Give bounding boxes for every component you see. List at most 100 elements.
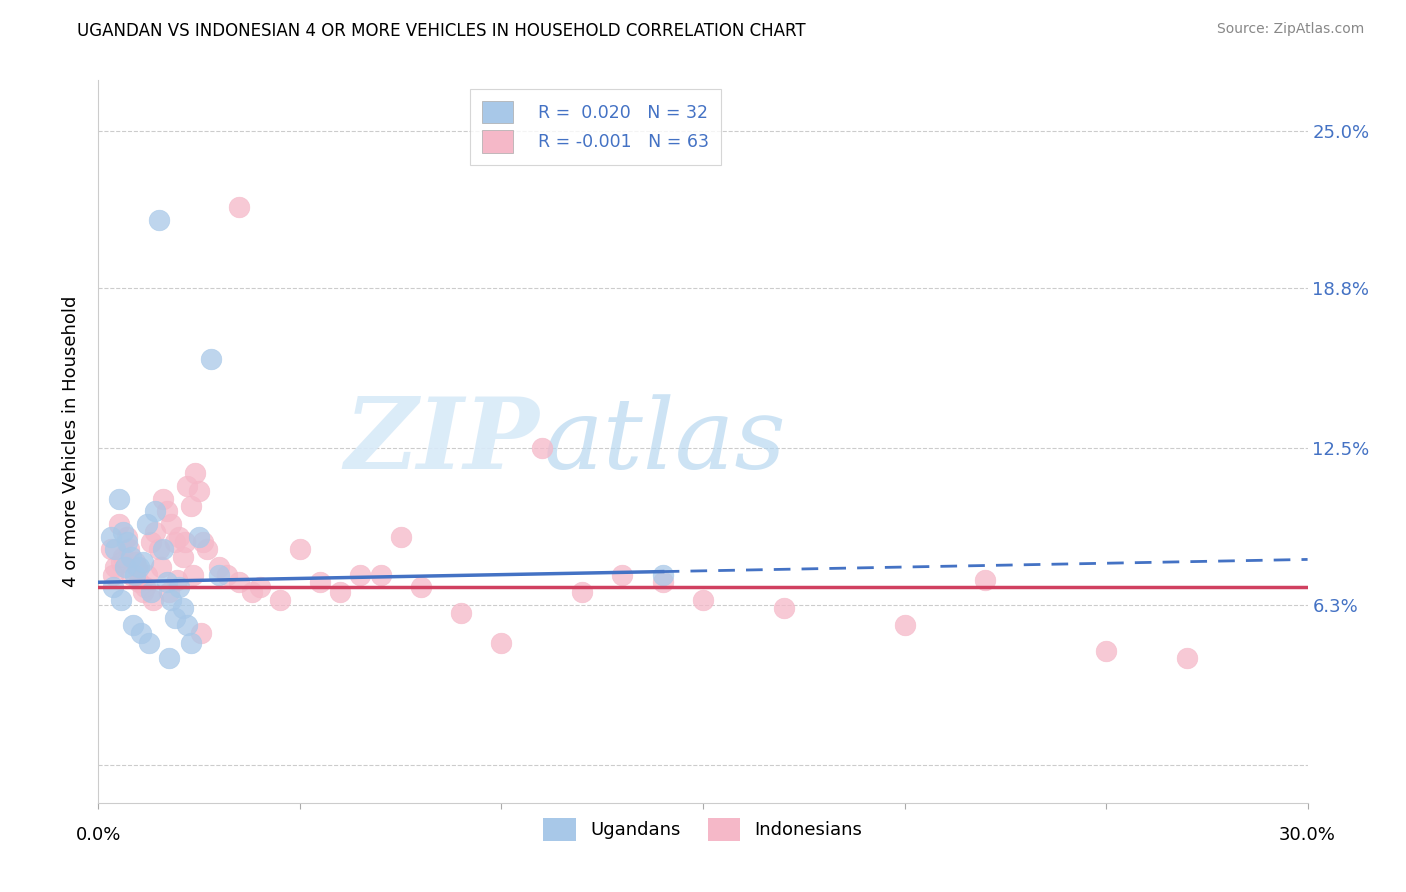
Point xyxy=(491,636,513,650)
Point xyxy=(163,534,186,549)
Point xyxy=(176,479,198,493)
Point xyxy=(139,534,162,549)
Point xyxy=(167,530,190,544)
Point xyxy=(692,593,714,607)
Point xyxy=(180,499,202,513)
Point xyxy=(118,542,141,557)
Point xyxy=(240,585,263,599)
Point xyxy=(107,491,129,506)
Text: 0.0%: 0.0% xyxy=(76,826,121,844)
Text: ZIP: ZIP xyxy=(344,393,540,490)
Point xyxy=(651,575,673,590)
Point xyxy=(166,573,188,587)
Point xyxy=(132,555,155,569)
Point xyxy=(450,606,472,620)
Point xyxy=(103,560,125,574)
Point xyxy=(269,593,291,607)
Point xyxy=(190,626,212,640)
Point xyxy=(124,567,146,582)
Y-axis label: 4 or more Vehicles in Household: 4 or more Vehicles in Household xyxy=(62,296,80,587)
Point xyxy=(148,212,170,227)
Point xyxy=(135,567,157,582)
Point xyxy=(152,542,174,557)
Point xyxy=(200,352,222,367)
Point xyxy=(184,467,207,481)
Point xyxy=(148,542,170,557)
Point xyxy=(217,567,239,582)
Point xyxy=(101,567,124,582)
Point xyxy=(160,516,183,531)
Point xyxy=(111,524,134,539)
Point xyxy=(149,560,172,574)
Point xyxy=(132,585,155,599)
Point xyxy=(134,580,156,594)
Point xyxy=(1175,651,1198,665)
Point xyxy=(329,585,352,599)
Point xyxy=(115,534,138,549)
Point xyxy=(370,567,392,582)
Point xyxy=(100,542,122,557)
Legend: Ugandans, Indonesians: Ugandans, Indonesians xyxy=(536,810,870,848)
Point xyxy=(228,575,250,590)
Point xyxy=(208,560,231,574)
Point xyxy=(110,593,132,607)
Point xyxy=(181,567,204,582)
Point xyxy=(128,575,150,590)
Point xyxy=(143,504,166,518)
Point xyxy=(188,483,211,498)
Point xyxy=(208,567,231,582)
Point xyxy=(195,542,218,557)
Point xyxy=(115,530,138,544)
Point xyxy=(120,567,142,582)
Point xyxy=(893,618,915,632)
Point xyxy=(172,600,194,615)
Point xyxy=(143,524,166,539)
Point xyxy=(530,441,553,455)
Point xyxy=(103,542,125,557)
Point xyxy=(228,200,250,214)
Point xyxy=(129,626,152,640)
Point xyxy=(110,555,132,569)
Point xyxy=(114,560,136,574)
Point xyxy=(174,534,197,549)
Point xyxy=(249,580,271,594)
Point xyxy=(157,585,180,599)
Point xyxy=(163,611,186,625)
Text: Source: ZipAtlas.com: Source: ZipAtlas.com xyxy=(1216,22,1364,37)
Point xyxy=(349,567,371,582)
Point xyxy=(176,618,198,632)
Point xyxy=(125,560,148,574)
Point xyxy=(160,593,183,607)
Point xyxy=(188,530,211,544)
Point xyxy=(180,636,202,650)
Point xyxy=(120,549,142,564)
Point xyxy=(309,575,332,590)
Point xyxy=(121,618,143,632)
Text: 30.0%: 30.0% xyxy=(1279,826,1336,844)
Point xyxy=(193,534,215,549)
Point xyxy=(156,575,179,590)
Point xyxy=(135,516,157,531)
Point xyxy=(571,585,593,599)
Point xyxy=(124,555,146,569)
Point xyxy=(138,636,160,650)
Point xyxy=(612,567,634,582)
Point xyxy=(974,573,997,587)
Point xyxy=(651,567,673,582)
Point xyxy=(772,600,794,615)
Point xyxy=(288,542,311,557)
Point xyxy=(409,580,432,594)
Point xyxy=(100,530,122,544)
Point xyxy=(152,491,174,506)
Point xyxy=(142,593,165,607)
Point xyxy=(167,580,190,594)
Point xyxy=(111,549,134,564)
Point xyxy=(107,516,129,531)
Point xyxy=(172,549,194,564)
Point xyxy=(139,585,162,599)
Text: atlas: atlas xyxy=(543,394,786,489)
Text: UGANDAN VS INDONESIAN 4 OR MORE VEHICLES IN HOUSEHOLD CORRELATION CHART: UGANDAN VS INDONESIAN 4 OR MORE VEHICLES… xyxy=(77,22,806,40)
Point xyxy=(389,530,412,544)
Point xyxy=(156,504,179,518)
Point xyxy=(128,560,150,574)
